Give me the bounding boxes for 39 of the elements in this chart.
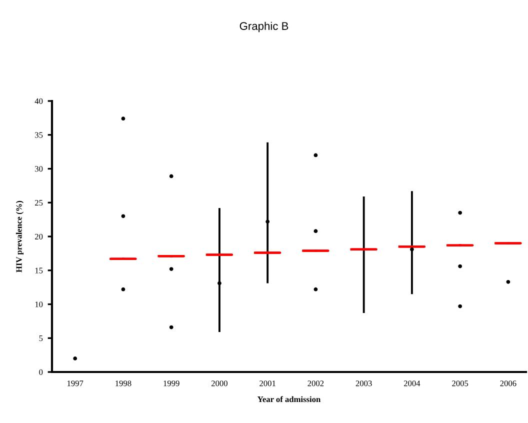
point (169, 325, 174, 330)
point (218, 281, 222, 286)
x-tick-label: 2003 (356, 380, 372, 386)
point (266, 220, 270, 224)
y-tick-label: 30 (35, 166, 43, 172)
y-tick-label: 0 (39, 369, 43, 375)
point (169, 174, 174, 178)
x-tick-label: 2004 (404, 380, 420, 386)
point (169, 267, 174, 271)
point (458, 210, 462, 215)
y-tick-label: 40 (34, 98, 43, 104)
point (458, 304, 462, 308)
y-tick-label: 10 (35, 302, 43, 308)
y-tick-label: 25 (35, 200, 43, 206)
point (121, 116, 126, 121)
x-axis-title: Year of admission (258, 396, 321, 402)
x-tick-label: 1998 (116, 380, 132, 386)
x-tick-label: 2002 (308, 380, 324, 386)
point (314, 153, 318, 158)
y-tick-label: 5 (39, 336, 43, 342)
x-tick-label: 1997 (68, 380, 84, 386)
x-tick-label: 1999 (164, 380, 180, 386)
point (506, 280, 510, 284)
y-tick-label: 20 (35, 234, 43, 240)
chart-title: Graphic B (240, 22, 288, 32)
y-tick-label: 15 (35, 268, 43, 274)
point (314, 287, 318, 292)
x-tick-label: 2001 (260, 380, 276, 386)
point (73, 356, 78, 360)
y-axis-title: HIV prevalence (%) (16, 200, 24, 272)
x-tick-label: 2000 (211, 380, 228, 386)
point (314, 229, 318, 234)
point (458, 264, 462, 268)
point (121, 287, 126, 292)
point (121, 214, 126, 218)
x-tick-label: 2006 (500, 380, 516, 386)
point (410, 247, 414, 252)
x-tick-label: 2005 (452, 380, 468, 386)
y-tick-label: 35 (35, 132, 43, 138)
